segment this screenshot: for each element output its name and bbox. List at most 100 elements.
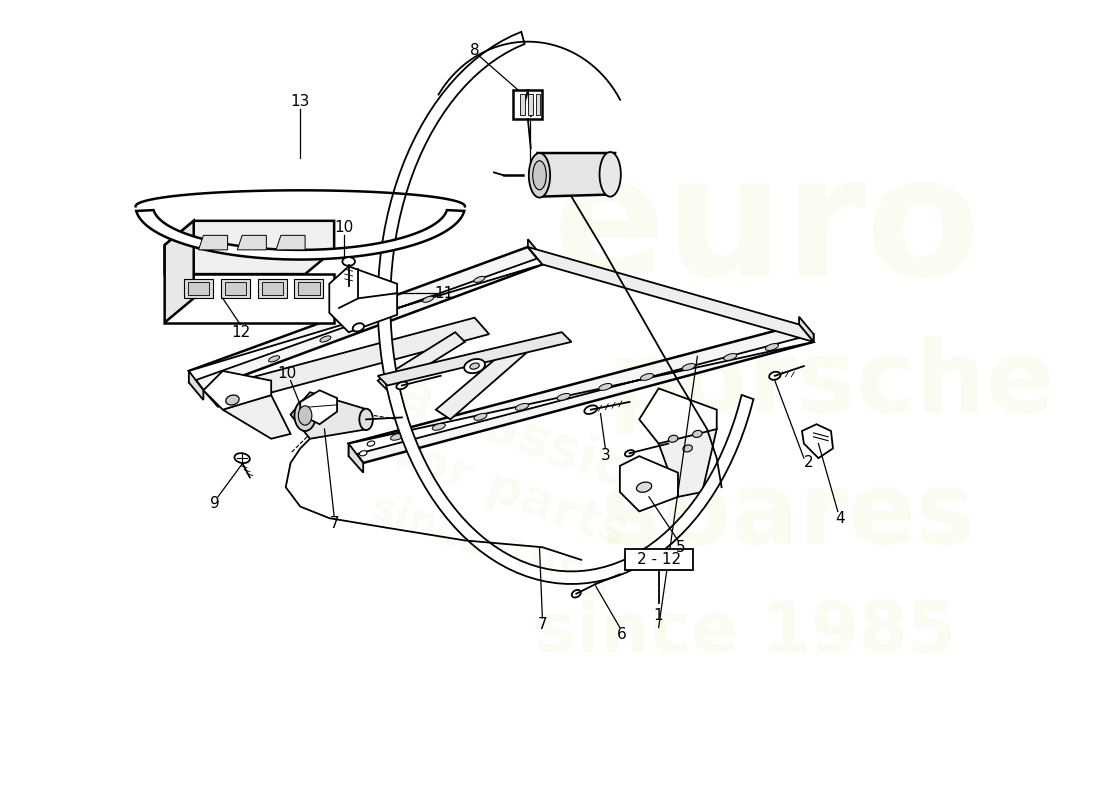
Ellipse shape — [320, 336, 331, 342]
Ellipse shape — [268, 356, 279, 362]
Ellipse shape — [669, 435, 678, 442]
Ellipse shape — [600, 152, 620, 197]
Polygon shape — [625, 549, 693, 570]
Ellipse shape — [724, 354, 737, 361]
Polygon shape — [257, 279, 287, 298]
Polygon shape — [276, 235, 305, 250]
Text: 6: 6 — [617, 627, 627, 642]
Polygon shape — [349, 334, 814, 456]
Text: 10: 10 — [334, 220, 353, 235]
Text: 7: 7 — [538, 618, 547, 632]
Text: 3: 3 — [601, 448, 610, 462]
Polygon shape — [520, 94, 525, 115]
Polygon shape — [377, 332, 465, 390]
Polygon shape — [802, 424, 833, 458]
Polygon shape — [184, 279, 213, 298]
Polygon shape — [188, 282, 209, 295]
Polygon shape — [528, 247, 814, 342]
Ellipse shape — [432, 423, 446, 430]
Ellipse shape — [572, 590, 581, 598]
Ellipse shape — [766, 344, 779, 350]
Polygon shape — [290, 392, 369, 438]
Polygon shape — [799, 317, 814, 342]
Text: 9: 9 — [210, 496, 220, 511]
Polygon shape — [538, 153, 615, 197]
Ellipse shape — [529, 153, 550, 198]
Text: 7: 7 — [329, 517, 339, 531]
Polygon shape — [349, 325, 814, 463]
Text: a passion: a passion — [392, 366, 674, 511]
Ellipse shape — [298, 406, 312, 425]
Ellipse shape — [682, 363, 695, 370]
Ellipse shape — [769, 372, 781, 380]
Ellipse shape — [516, 403, 529, 410]
Text: 11: 11 — [434, 286, 453, 301]
Ellipse shape — [422, 296, 433, 302]
Text: since 1985: since 1985 — [364, 485, 616, 610]
Ellipse shape — [584, 406, 597, 414]
Ellipse shape — [693, 430, 702, 438]
Polygon shape — [349, 443, 363, 473]
Text: euro: euro — [553, 148, 981, 311]
Text: 12: 12 — [231, 325, 251, 340]
Ellipse shape — [353, 323, 364, 331]
Ellipse shape — [532, 161, 547, 190]
Text: spares: spares — [601, 468, 976, 565]
Ellipse shape — [342, 257, 355, 266]
Polygon shape — [436, 344, 528, 419]
Polygon shape — [165, 221, 334, 274]
Polygon shape — [238, 235, 266, 250]
Polygon shape — [221, 279, 250, 298]
Ellipse shape — [372, 316, 383, 322]
Ellipse shape — [474, 414, 487, 420]
Text: 2 - 12: 2 - 12 — [637, 552, 681, 567]
Polygon shape — [136, 210, 464, 259]
Ellipse shape — [360, 450, 367, 456]
Ellipse shape — [360, 409, 373, 430]
Text: 4: 4 — [835, 510, 845, 526]
Ellipse shape — [558, 394, 570, 400]
Text: 13: 13 — [290, 94, 310, 109]
Text: 1: 1 — [653, 609, 663, 623]
Ellipse shape — [683, 445, 692, 452]
Ellipse shape — [640, 374, 653, 380]
Ellipse shape — [396, 382, 407, 390]
Text: 5: 5 — [676, 540, 685, 554]
Polygon shape — [377, 332, 571, 386]
Polygon shape — [204, 318, 490, 406]
Text: for parts: for parts — [387, 428, 636, 558]
Polygon shape — [224, 282, 246, 295]
Polygon shape — [329, 266, 397, 332]
Ellipse shape — [464, 359, 485, 374]
Polygon shape — [620, 456, 678, 511]
Polygon shape — [189, 257, 542, 382]
Ellipse shape — [637, 482, 651, 492]
Ellipse shape — [367, 441, 375, 446]
Ellipse shape — [598, 383, 612, 390]
Ellipse shape — [625, 450, 635, 457]
Polygon shape — [223, 395, 290, 438]
Polygon shape — [189, 371, 204, 400]
Polygon shape — [528, 239, 542, 265]
Polygon shape — [189, 247, 542, 390]
Ellipse shape — [226, 395, 239, 405]
Text: since 1985: since 1985 — [536, 599, 956, 666]
Polygon shape — [262, 282, 283, 295]
Text: 8: 8 — [470, 43, 480, 58]
Text: porsche: porsche — [607, 336, 1055, 433]
Polygon shape — [300, 390, 337, 424]
Ellipse shape — [390, 434, 404, 440]
Polygon shape — [165, 274, 334, 322]
Ellipse shape — [295, 400, 316, 431]
Polygon shape — [659, 422, 717, 497]
Text: 10: 10 — [277, 366, 296, 382]
Ellipse shape — [234, 453, 250, 463]
Polygon shape — [536, 94, 540, 115]
Polygon shape — [298, 282, 320, 295]
Polygon shape — [295, 279, 323, 298]
Polygon shape — [639, 388, 717, 443]
Ellipse shape — [470, 363, 480, 369]
Polygon shape — [204, 371, 272, 410]
Polygon shape — [199, 235, 228, 250]
Text: 2: 2 — [804, 455, 814, 470]
